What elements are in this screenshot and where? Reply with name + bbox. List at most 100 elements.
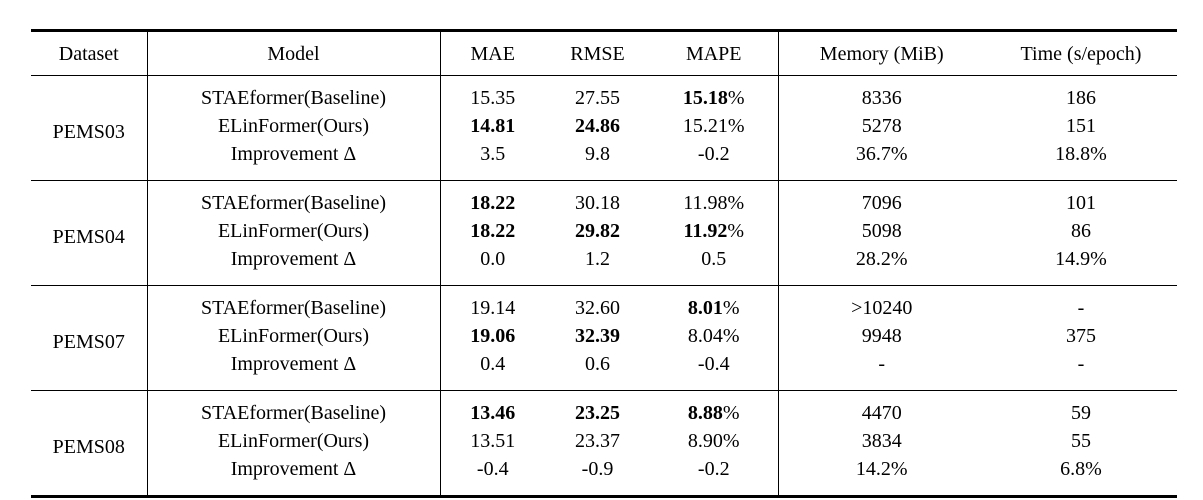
cell-memory: 9948 [861, 325, 902, 347]
table-row: Improvement Δ -0.4 -0.9 -0.2 14.2% 6.8% [31, 455, 1177, 497]
cell-rmse: 27.55 [545, 75, 650, 112]
cell-model: ELinFormer(Ours) [147, 217, 441, 245]
dataset-cell: PEMS08 [31, 390, 148, 497]
cell-model: STAEformer(Baseline) [147, 390, 441, 427]
cell-rmse: 23.37 [575, 430, 620, 452]
cell-model: STAEformer(Baseline) [147, 180, 441, 217]
cell-model: Improvement Δ [147, 350, 441, 391]
cell-memory: 3834 [861, 430, 902, 452]
dataset-cell: PEMS07 [31, 285, 148, 391]
cell-mae: 19.14 [440, 285, 545, 322]
cell-model: ELinFormer(Ours) [147, 322, 441, 350]
column-header-rmse: RMSE [545, 30, 650, 76]
cell-rmse: 9.8 [585, 143, 610, 165]
cell-mae: 13.51 [470, 430, 516, 452]
table-row: ELinFormer(Ours) 13.51 23.37 8.90% 3834 55 [31, 427, 1177, 455]
cell-time: 101 [985, 180, 1177, 217]
table-row: PEMS03 STAEformer(Baseline) 15.35 27.55 15.1… [31, 75, 1177, 181]
cell-memory: 14.2% [855, 458, 908, 480]
cell-mae: 13.46 [440, 390, 545, 427]
table-row: PEMS08 STAEformer(Baseline) 13.46 23.25 8.88… [31, 390, 1177, 497]
cell-mape: 11.98% [650, 180, 779, 217]
cell-memory: 8336 [778, 75, 985, 112]
dataset-cell: PEMS03 [31, 75, 148, 181]
cell-mape: -0.2 [650, 455, 779, 497]
cell-time: 6.8% [1060, 458, 1102, 480]
table-row: Improvement Δ 0.0 1.2 0.5 28.2% 14.9% [31, 245, 1177, 286]
cell-mape: 0.5 [650, 245, 779, 286]
cell-rmse: 30.18 [545, 180, 650, 217]
cell-rmse: 29.82 [575, 220, 620, 242]
cell-mape: -0.2 [650, 140, 779, 181]
table-row: Improvement Δ 3.5 9.8 -0.2 36.7% 18.8% [31, 140, 1177, 181]
cell-time: 59 [985, 390, 1177, 427]
cell-time: 14.9% [1055, 248, 1107, 270]
cell-mae: 3.5 [480, 143, 506, 165]
cell-memory: 28.2% [855, 248, 908, 270]
cell-rmse: 23.25 [545, 390, 650, 427]
cell-rmse: 24.86 [575, 115, 620, 137]
cell-memory: 5278 [861, 115, 902, 137]
column-header-mae: MAE [440, 30, 545, 76]
cell-model: ELinFormer(Ours) [147, 112, 441, 140]
cell-mape: 8.88% [650, 390, 779, 427]
cell-rmse: 0.6 [585, 353, 610, 375]
cell-model: Improvement Δ [147, 455, 441, 497]
table-row: PEMS04 STAEformer(Baseline) 18.22 30.18 11.9… [31, 180, 1177, 286]
column-header-dataset: Dataset [31, 30, 148, 76]
column-header-time: Time (s/epoch) [985, 30, 1177, 76]
cell-rmse: 32.39 [575, 325, 620, 347]
cell-model: ELinFormer(Ours) [147, 427, 441, 455]
table-row: ELinFormer(Ours) 19.06 32.39 8.04% 9948 375 [31, 322, 1177, 350]
cell-model: STAEformer(Baseline) [147, 285, 441, 322]
cell-model: Improvement Δ [147, 245, 441, 286]
cell-memory: - [878, 353, 886, 375]
cell-time: 55 [1071, 430, 1091, 452]
dataset-cell: PEMS04 [31, 180, 148, 286]
cell-mae: 18.22 [470, 220, 516, 242]
cell-memory: 36.7% [855, 143, 908, 165]
cell-memory: 4470 [778, 390, 985, 427]
cell-mape: -0.4 [650, 350, 779, 391]
cell-mae: 15.35 [440, 75, 545, 112]
cell-rmse: 32.60 [545, 285, 650, 322]
cell-model: Improvement Δ [147, 140, 441, 181]
results-table: Dataset Model MAE RMSE MAPE Memory (MiB) Time … [31, 29, 1177, 498]
cell-mape: 8.90% [650, 427, 779, 455]
cell-memory: 5098 [861, 220, 902, 242]
cell-mae: 0.4 [480, 353, 506, 375]
cell-mae: -0.4 [476, 458, 509, 480]
cell-mae: 0.0 [480, 248, 506, 270]
cell-mape: 8.04% [650, 322, 779, 350]
cell-memory: 7096 [778, 180, 985, 217]
table-row: ELinFormer(Ours) 14.81 24.86 15.21% 5278 151 [31, 112, 1177, 140]
cell-time: 186 [985, 75, 1177, 112]
cell-time: 375 [1066, 325, 1096, 347]
cell-time: 18.8% [1055, 143, 1107, 165]
cell-memory: >10240 [778, 285, 985, 322]
table-row: PEMS07 STAEformer(Baseline) 19.14 32.60 8.01… [31, 285, 1177, 391]
cell-time: 151 [1066, 115, 1096, 137]
cell-time: - [1077, 353, 1085, 375]
table-row: Improvement Δ 0.4 0.6 -0.4 - - [31, 350, 1177, 391]
cell-mape: 15.21% [650, 112, 779, 140]
table-body: PEMS03 STAEformer(Baseline) 15.35 27.55 15.1… [31, 75, 1177, 497]
cell-rmse: 1.2 [585, 248, 610, 270]
cell-mae: 19.06 [470, 325, 516, 347]
table-row: ELinFormer(Ours) 18.22 29.82 11.92% 5098 86 [31, 217, 1177, 245]
cell-mape: 11.92% [650, 217, 779, 245]
cell-mae: 18.22 [440, 180, 545, 217]
column-header-mape: MAPE [650, 30, 779, 76]
cell-rmse: -0.9 [581, 458, 614, 480]
cell-time: - [985, 285, 1177, 322]
cell-mape: 15.18% [650, 75, 779, 112]
table-header: Dataset Model MAE RMSE MAPE Memory (MiB) Time … [31, 30, 1177, 76]
cell-mape: 8.01% [650, 285, 779, 322]
column-header-memory: Memory (MiB) [778, 30, 985, 76]
header-row: Dataset Model MAE RMSE MAPE Memory (MiB) Time … [31, 30, 1177, 76]
cell-model: STAEformer(Baseline) [147, 75, 441, 112]
column-header-model: Model [147, 30, 441, 76]
cell-mae: 14.81 [470, 115, 516, 137]
cell-time: 86 [1071, 220, 1091, 242]
